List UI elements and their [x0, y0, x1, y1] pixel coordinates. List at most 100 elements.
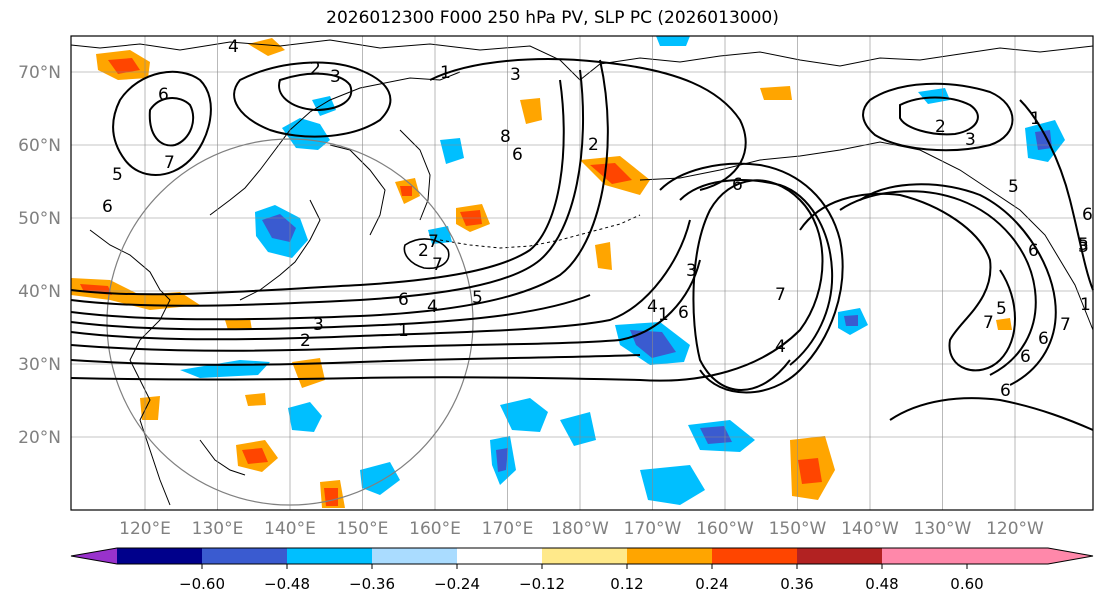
- pv-fill: [292, 358, 325, 388]
- contour-label: 7: [428, 232, 439, 252]
- contour-line: [859, 183, 1057, 386]
- contour-line: [233, 61, 392, 138]
- contour-label: 5: [1008, 177, 1019, 197]
- contour-label: 5: [472, 288, 483, 308]
- pv-fill: [630, 330, 676, 358]
- colorbar: −0.60 −0.48 −0.36 −0.24 −0.12 0.12 0.24 …: [70, 547, 1094, 593]
- contour-line: [429, 58, 747, 191]
- lon-label: 150°E: [337, 519, 389, 539]
- lon-label: 140°E: [264, 519, 316, 539]
- contour-label: 3: [686, 261, 697, 281]
- pv-fill: [656, 36, 690, 46]
- longitude-labels: 120°E 130°E 140°E 150°E 160°E 170°E 180°…: [119, 519, 1044, 539]
- pv-fill: [108, 58, 140, 74]
- pv-fill: [590, 163, 632, 184]
- latitude-labels: 70°N 60°N 50°N 40°N 30°N 20°N: [18, 63, 61, 448]
- contour-label: 3: [965, 130, 976, 150]
- contour-line: [889, 397, 1094, 431]
- colorbar-tick-label: −0.12: [519, 575, 565, 593]
- contour-line: [70, 219, 691, 341]
- contour-line: [1019, 99, 1094, 291]
- colorbar-segment: [372, 548, 457, 564]
- contour-label: 1: [440, 63, 451, 83]
- lon-label: 140°W: [841, 519, 899, 539]
- contour-label: 7: [983, 313, 994, 333]
- contour-label: 3: [330, 67, 341, 87]
- lon-label: 130°W: [914, 519, 972, 539]
- contour-label: 2: [935, 117, 946, 137]
- lat-label: 70°N: [18, 63, 61, 83]
- lat-label: 20°N: [18, 428, 61, 448]
- contour-label: 2: [300, 331, 311, 351]
- pv-fill: [560, 412, 596, 446]
- pv-fill: [225, 318, 252, 330]
- colorbar-extend-low: [71, 548, 117, 564]
- contour-line: [70, 79, 565, 296]
- contour-label: 8: [500, 127, 511, 147]
- contour-labels: 4 2 3 1 3 2 3 6 5 6 7 8 6 1 5 6 7 2 7 6 …: [102, 37, 1093, 401]
- colorbar-segment: [882, 548, 967, 564]
- contour-label: 7: [432, 255, 443, 275]
- pv-fill: [324, 488, 338, 506]
- pv-fill: [798, 458, 822, 484]
- contour-line: [70, 259, 701, 352]
- lat-label: 60°N: [18, 136, 61, 156]
- pv-fill: [262, 214, 296, 242]
- contour-label: 6: [102, 197, 113, 217]
- lon-label: 160°W: [696, 519, 754, 539]
- colorbar-segment: [287, 548, 372, 564]
- colorbar-segment: [627, 548, 712, 564]
- contour-line: [659, 162, 844, 394]
- contour-label: 2: [588, 135, 599, 155]
- pv-fill: [248, 38, 285, 56]
- contour-label: 6: [732, 175, 743, 195]
- contour-label: 5: [1078, 235, 1089, 255]
- siberia-coast: [209, 71, 461, 216]
- colorbar-segment: [457, 548, 542, 564]
- lon-label: 120°E: [119, 519, 171, 539]
- colorbar-outline: [70, 547, 1094, 565]
- contour-line: [70, 179, 824, 391]
- map-title: 2026012300 F000 250 hPa PV, SLP PC (2026…: [326, 8, 779, 28]
- lon-label: 170°W: [624, 519, 682, 539]
- colorbar-tick-label: 0.12: [610, 575, 643, 593]
- colorbar-tick-label: 0.24: [695, 575, 728, 593]
- pv-fill: [996, 318, 1012, 330]
- contour-line: [70, 294, 591, 331]
- pv-fill: [400, 186, 412, 196]
- pv-fill: [640, 465, 705, 505]
- contour-label: 6: [1038, 329, 1049, 349]
- contour-line: [839, 190, 1037, 376]
- contour-label: 6: [1020, 347, 1031, 367]
- contour-label: 3: [1078, 237, 1089, 257]
- pv-fill: [242, 448, 268, 464]
- contour-label: 4: [228, 37, 239, 57]
- pv-fill: [245, 393, 266, 406]
- colorbar-segment: [712, 548, 797, 564]
- colorbar-tick-label: 0.36: [780, 575, 813, 593]
- contour-line: [278, 72, 353, 112]
- colorbar-tick-label: 0.48: [865, 575, 898, 593]
- colorbar-extend-high: [967, 548, 1093, 564]
- lon-label: 150°W: [769, 519, 827, 539]
- colorbar-tick-label: 0.60: [950, 575, 983, 593]
- okhotsk-coast: [329, 144, 386, 236]
- contour-label: 7: [1060, 315, 1071, 335]
- contour-label: 3: [313, 315, 324, 335]
- contour-label: 6: [678, 303, 689, 323]
- kamchatka-coast: [399, 129, 431, 221]
- contour-label: 5: [996, 299, 1007, 319]
- contour-label: 6: [1000, 381, 1011, 401]
- contour-line: [70, 354, 641, 366]
- lat-label: 50°N: [18, 209, 61, 229]
- pv-fill: [496, 448, 508, 472]
- contour-line: [899, 96, 979, 136]
- contour-label: 6: [512, 145, 523, 165]
- contour-line: [70, 59, 609, 321]
- contour-label: 1: [1080, 295, 1091, 315]
- contour-line: [403, 238, 450, 270]
- asia-coast: [89, 229, 171, 506]
- contour-label: 2: [418, 241, 429, 261]
- range-circle: [106, 138, 474, 506]
- contour-line: [112, 70, 212, 176]
